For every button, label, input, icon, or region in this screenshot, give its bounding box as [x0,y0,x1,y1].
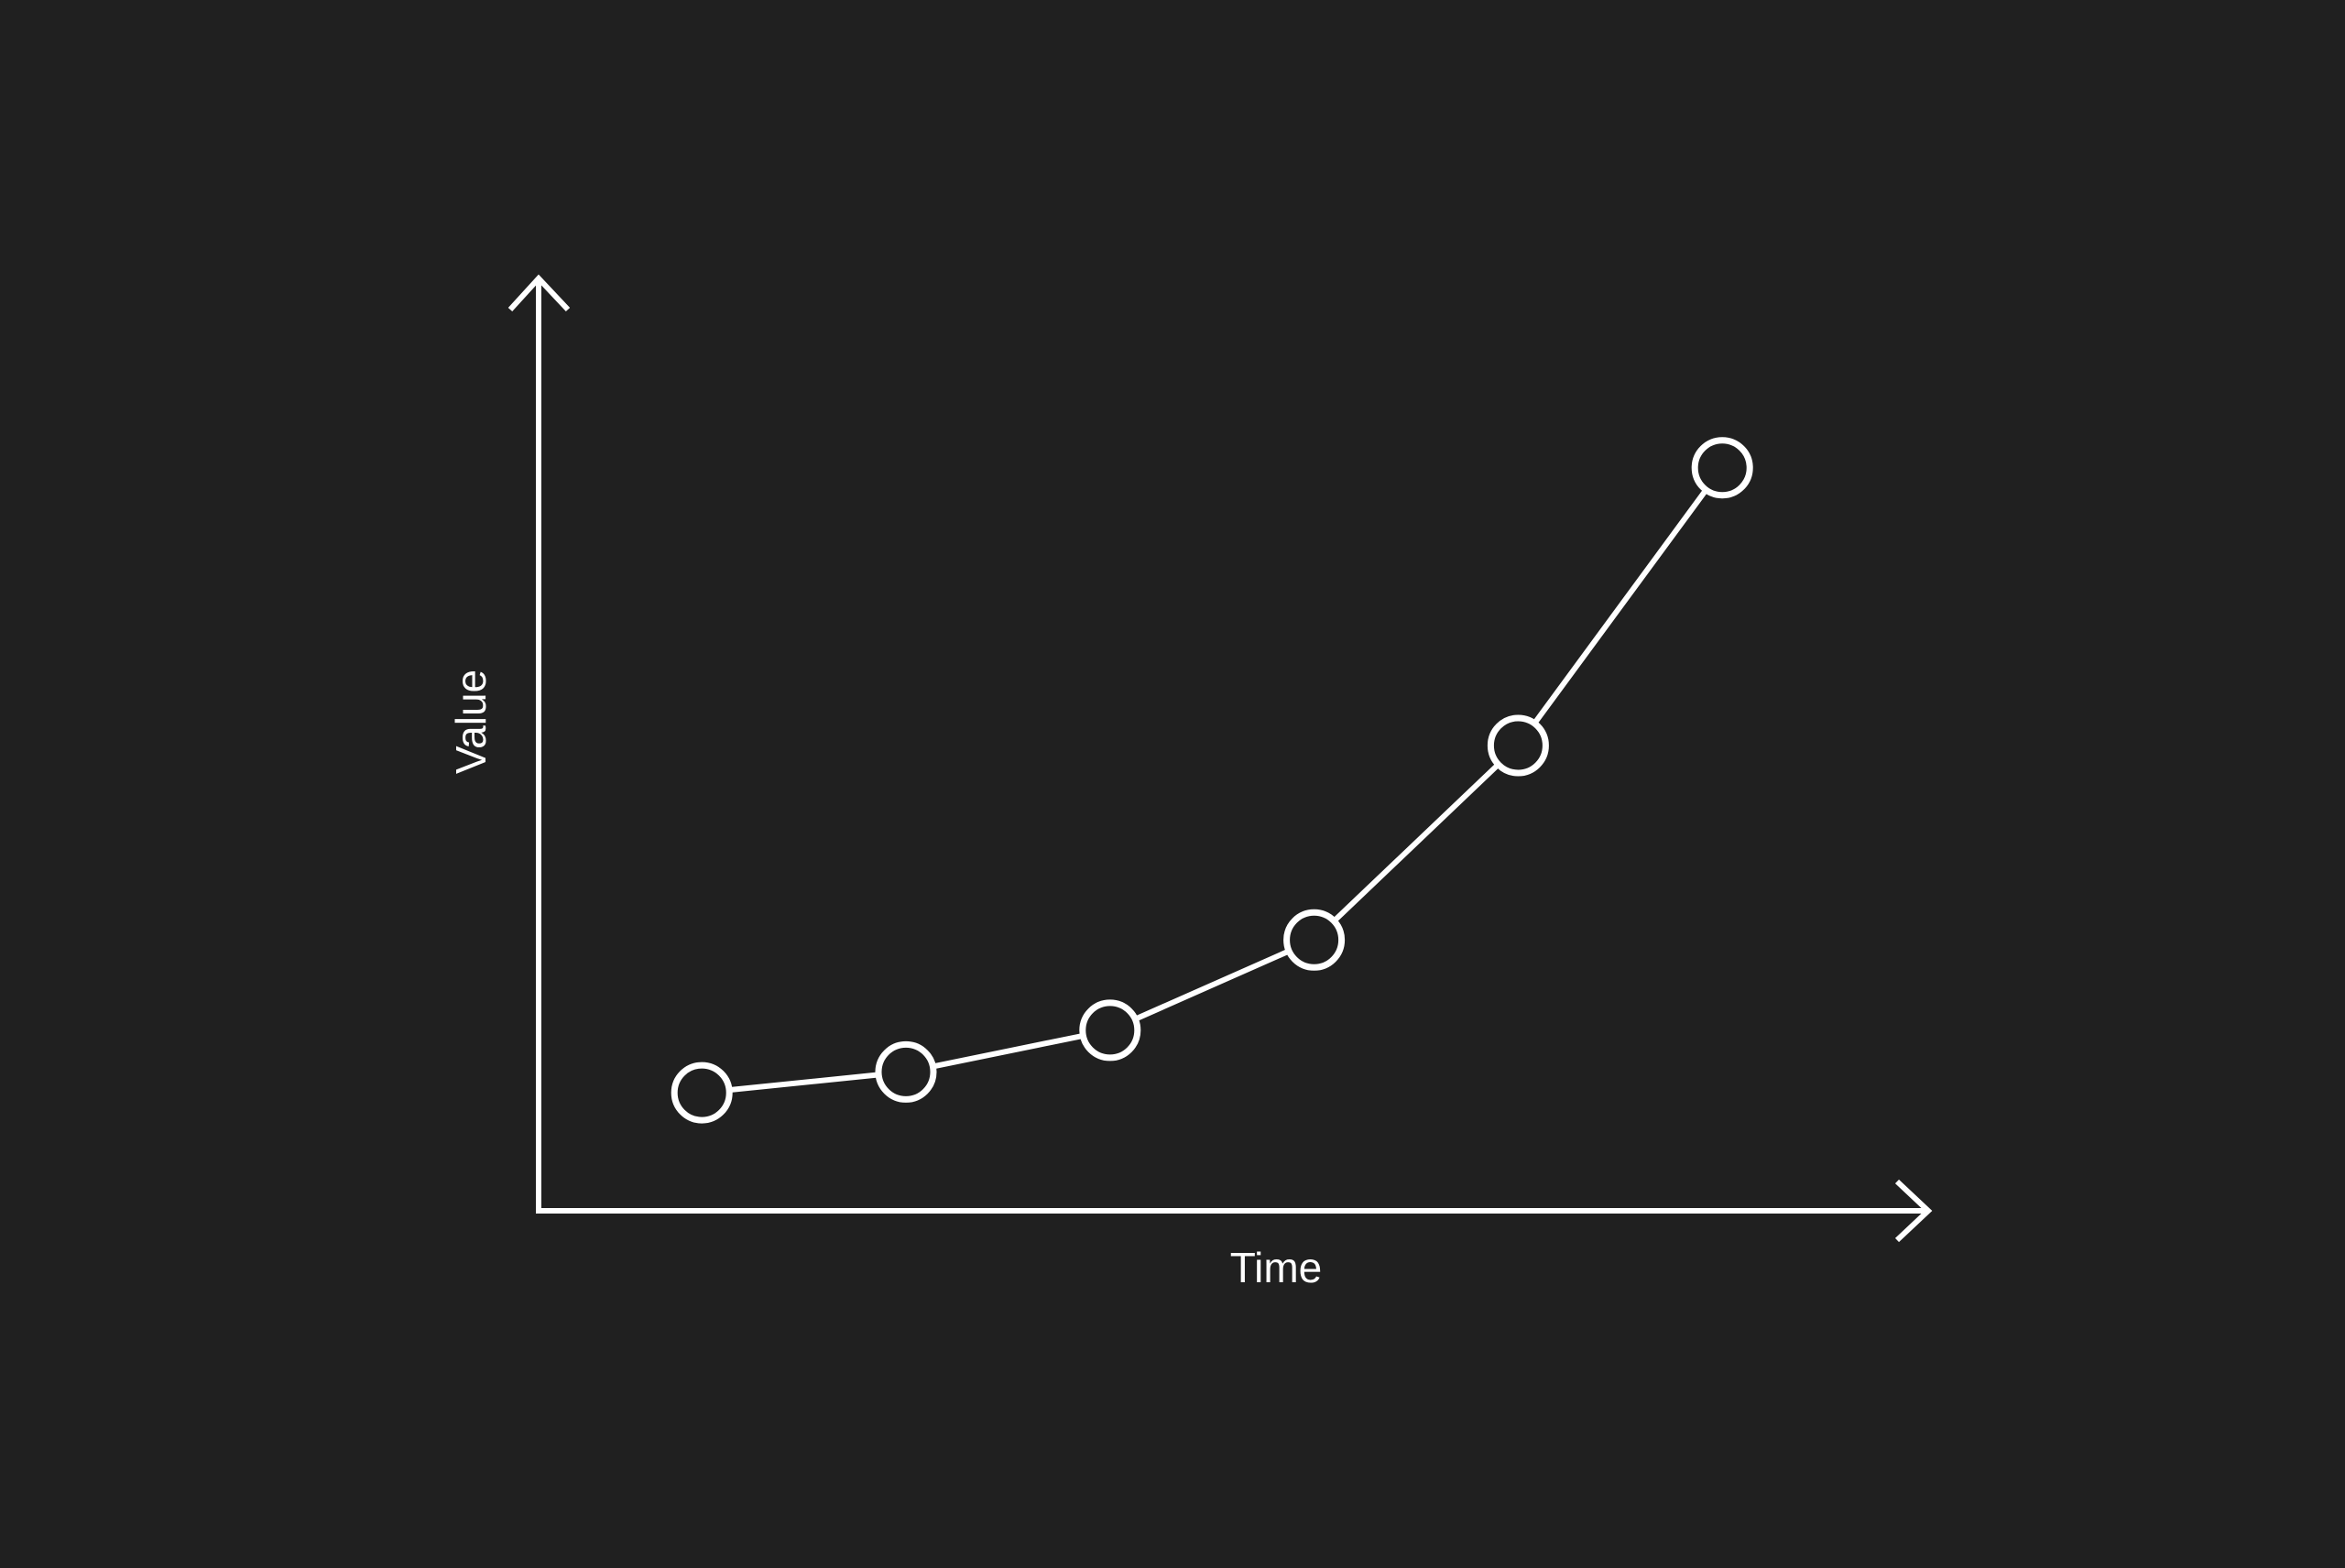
data-point-marker [1487,714,1549,777]
data-point-marker [875,1040,937,1103]
series-layer [671,437,1753,1124]
data-point-marker [1283,909,1346,971]
data-point-marker [671,1062,733,1124]
series-line [701,465,1725,1096]
data-point-marker [1691,437,1753,499]
y-axis-label: Value [447,670,495,774]
x-axis-label: Time [1230,1244,1323,1291]
x-axis-arrowhead [1894,1179,1933,1243]
axes [507,274,1933,1243]
y-axis-arrowhead [507,274,571,312]
data-point-marker [1079,999,1141,1062]
